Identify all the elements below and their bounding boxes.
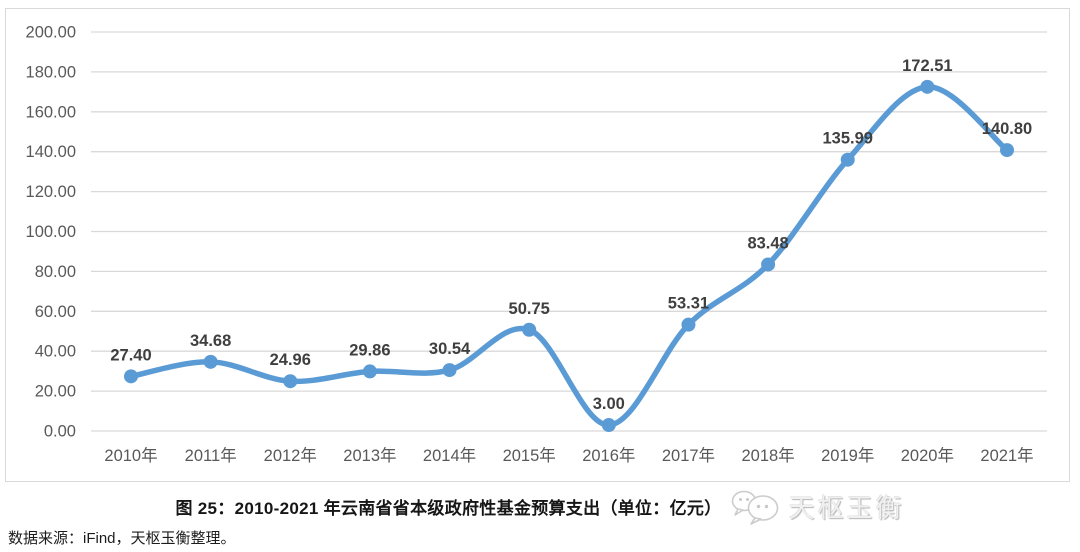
y-tick-label: 80.00	[35, 263, 76, 281]
x-tick-label: 2021年	[980, 446, 1033, 465]
data-point	[203, 354, 218, 369]
data-label: 3.00	[593, 395, 625, 413]
data-point	[1000, 143, 1014, 158]
x-tick-label: 2019年	[821, 446, 874, 465]
data-label: 29.86	[349, 341, 390, 359]
data-label: 53.31	[668, 295, 709, 313]
y-tick-label: 40.00	[35, 343, 76, 361]
y-tick-label: 160.00	[26, 103, 76, 121]
y-tick-label: 200.00	[26, 24, 76, 42]
line-chart: 0.00 20.00 40.00 60.00 80.00 100.00 120.00 140.…	[26, 24, 1047, 465]
y-tick-label: 100.00	[26, 223, 76, 241]
x-tick-label: 2020年	[901, 446, 954, 465]
y-tick-label: 20.00	[35, 383, 76, 401]
data-label: 135.99	[822, 130, 872, 148]
data-point	[681, 317, 696, 332]
data-point	[362, 364, 377, 379]
data-point	[920, 79, 935, 94]
watermark: 天枢玉衡	[730, 488, 905, 525]
watermark-text: 天枢玉衡	[788, 493, 905, 523]
x-tick-label: 2016年	[582, 446, 635, 465]
source-note: 数据来源：iFind，天枢玉衡整理。	[8, 530, 236, 547]
y-tick-label: 140.00	[26, 143, 76, 161]
data-label: 27.40	[110, 346, 151, 364]
data-point	[522, 322, 537, 337]
chart-area: 0.00 20.00 40.00 60.00 80.00 100.00 120.00 140.…	[5, 8, 1070, 482]
x-tick-label: 2017年	[662, 446, 715, 465]
x-tick-label: 2013年	[343, 446, 396, 465]
data-label: 24.96	[270, 351, 311, 369]
figure-caption: 图 25：2010-2021 年云南省省本级政府性基金预算支出（单位：亿元）	[175, 499, 722, 518]
y-tick-label: 120.00	[26, 183, 76, 201]
y-tick-label: 0.00	[44, 423, 76, 441]
y-tick-label: 180.00	[26, 63, 76, 81]
x-tick-label: 2014年	[423, 446, 476, 465]
data-label: 172.51	[902, 57, 952, 75]
x-tick-label: 2010年	[104, 446, 157, 465]
x-tick-label: 2012年	[264, 446, 317, 465]
wechat-icon	[731, 490, 778, 525]
data-point	[601, 418, 616, 433]
data-point	[442, 363, 457, 378]
data-point	[840, 152, 855, 167]
data-point	[124, 369, 138, 384]
y-tick-label: 60.00	[35, 303, 76, 321]
data-label: 34.68	[190, 332, 231, 350]
caption-row: 图 25：2010-2021 年云南省省本级政府性基金预算支出（单位：亿元） 天…	[0, 488, 1080, 525]
data-label: 140.80	[982, 120, 1032, 138]
data-label: 83.48	[747, 234, 788, 252]
line-series	[128, 84, 1010, 428]
data-point	[761, 257, 776, 272]
x-tick-label: 2011年	[185, 446, 237, 465]
x-tick-label: 2015年	[503, 446, 556, 465]
x-tick-label: 2018年	[741, 446, 794, 465]
data-label: 30.54	[429, 340, 471, 358]
data-point	[283, 374, 298, 389]
data-label: 50.75	[509, 300, 550, 318]
